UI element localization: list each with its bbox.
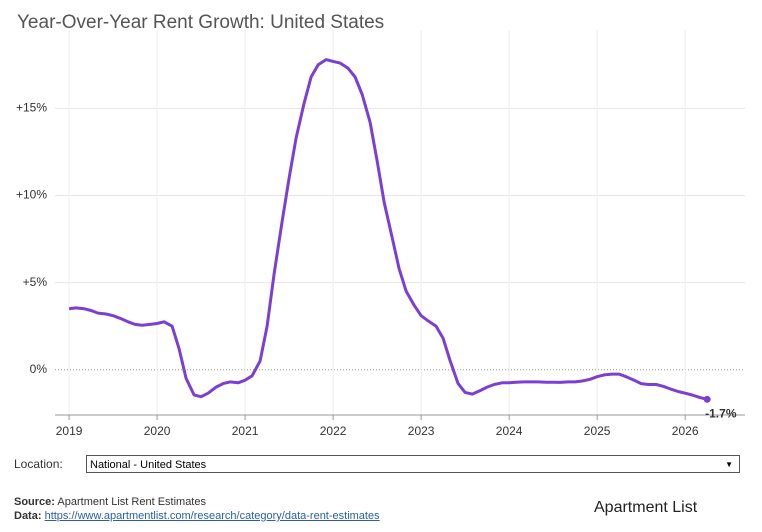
location-value[interactable]: National - United States (90, 459, 207, 471)
x-tick-label: 2024 (496, 424, 523, 438)
x-tick-label: 2025 (584, 424, 611, 438)
location-dropdown[interactable]: National - United States ▼ (86, 455, 740, 473)
location-label: Location: (14, 457, 63, 471)
source: Apartment List Rent Estimates (57, 496, 206, 508)
y-tick-label: +15% (16, 101, 47, 115)
logo: Apartment List (594, 499, 698, 516)
line (68, 58, 708, 401)
dropdown-arrow[interactable]: ▼ (725, 460, 733, 469)
x-tick-label: 2026 (672, 424, 699, 438)
y-tick-label: +5% (23, 275, 48, 289)
x-tick-label: 2021 (232, 424, 259, 438)
x-tick-label: 2020 (144, 424, 171, 438)
end-marker (703, 395, 711, 403)
chart: Year-Over-Year Rent Growth: United State… (16, 12, 745, 438)
data-label: Data: (14, 510, 42, 522)
y-tick-label: 0% (30, 362, 48, 376)
end-label: -1.7% (705, 406, 737, 420)
chart-title: Year-Over-Year Rent Growth: United State… (17, 12, 384, 33)
y-tick-label: +10% (16, 188, 47, 202)
x-tick-label: 2022 (320, 424, 347, 438)
source-label: Source: (14, 496, 55, 508)
x-tick-label: 2023 (408, 424, 435, 438)
x-tick-label: 2019 (56, 424, 83, 438)
data-link[interactable]: https://www.apartmentlist.com/research/c… (44, 510, 380, 522)
